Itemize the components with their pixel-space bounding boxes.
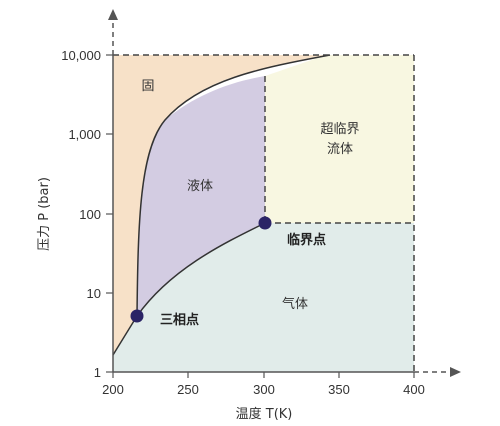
triple-point-marker bbox=[130, 309, 144, 323]
x-tick-label: 350 bbox=[328, 382, 350, 397]
supercritical-region bbox=[265, 55, 414, 223]
x-tick-label: 250 bbox=[177, 382, 199, 397]
y-tick-label: 10 bbox=[87, 286, 101, 301]
gas-region-label: 气体 bbox=[282, 296, 308, 312]
y-tick-label: 100 bbox=[79, 207, 101, 222]
solid-region-label: 固 bbox=[141, 79, 154, 94]
supercritical-region-label: 流体 bbox=[327, 142, 353, 157]
y-tick-label: 10,000 bbox=[61, 48, 101, 63]
vaporization-curve bbox=[136, 222, 266, 317]
solid-region bbox=[113, 55, 325, 355]
y-tick-label: 1 bbox=[94, 365, 101, 380]
supercritical-region-label: 超临界 bbox=[320, 122, 359, 137]
melting-curve bbox=[136, 54, 331, 317]
x-axis-title: 温度 T(K) bbox=[236, 406, 293, 422]
x-axis-arrow-icon bbox=[450, 367, 461, 377]
y-axis-arrow-icon bbox=[108, 9, 118, 20]
sublimation-curve bbox=[112, 315, 138, 356]
critical-point-label: 临界点 bbox=[287, 232, 326, 248]
liquid-region bbox=[137, 76, 265, 316]
x-tick-label: 400 bbox=[403, 382, 425, 397]
triple-point-label: 三相点 bbox=[160, 312, 199, 328]
y-tick-label: 1,000 bbox=[68, 127, 101, 142]
gas-region bbox=[113, 223, 414, 372]
x-tick-label: 200 bbox=[102, 382, 124, 397]
x-tick-marks bbox=[112, 372, 415, 378]
y-axis-title: 压力 P (bar) bbox=[37, 177, 52, 251]
x-tick-label: 300 bbox=[253, 382, 275, 397]
liquid-region-label: 液体 bbox=[187, 179, 213, 194]
y-tick-marks bbox=[106, 54, 113, 373]
critical-point-marker bbox=[258, 216, 272, 230]
